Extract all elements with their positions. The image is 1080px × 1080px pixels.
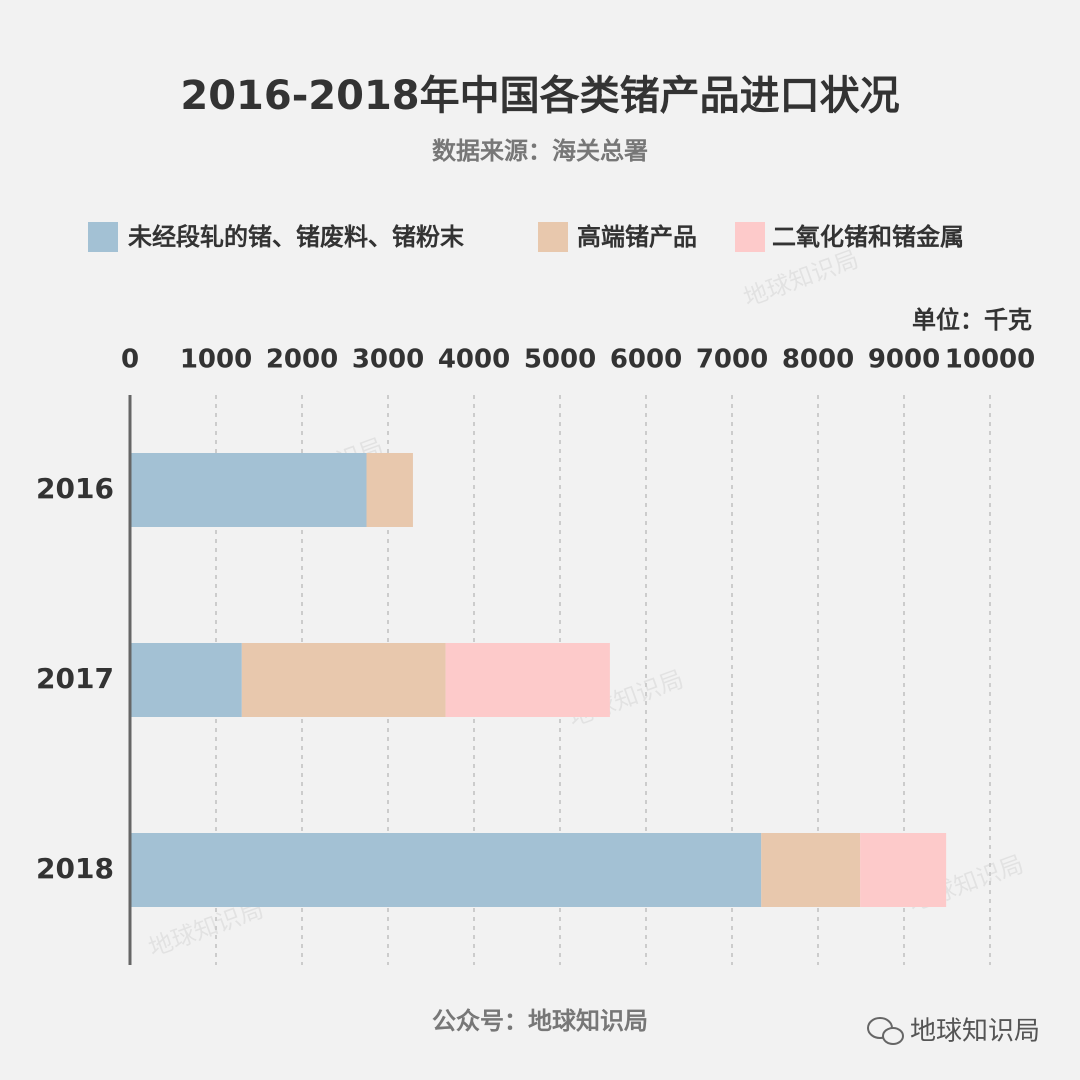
- footer: 公众号：地球知识局: [432, 1007, 648, 1035]
- x-tick-label: 10000: [945, 345, 1035, 375]
- x-tick-label: 9000: [868, 345, 940, 375]
- y-tick-label: 2016: [36, 472, 114, 505]
- bar-segment: [761, 833, 861, 907]
- legend-label: 高端锗产品: [577, 223, 697, 251]
- legend-label: 未经段轧的锗、锗废料、锗粉末: [128, 223, 465, 251]
- x-tick-label: 8000: [782, 345, 854, 375]
- legend-swatch: [538, 222, 568, 252]
- legend-swatch: [88, 222, 118, 252]
- bar-segment: [130, 833, 762, 907]
- x-tick-label: 3000: [352, 345, 424, 375]
- bar-segment: [860, 833, 947, 907]
- chart-subtitle: 数据来源：海关总署: [432, 137, 648, 165]
- brand: 地球知识局: [910, 1017, 1040, 1047]
- legend-swatch: [735, 222, 765, 252]
- y-tick-label: 2018: [36, 852, 114, 885]
- legend-label: 二氧化锗和锗金属: [772, 223, 964, 251]
- x-tick-label: 1000: [180, 345, 252, 375]
- y-tick-label: 2017: [36, 662, 114, 695]
- x-tick-label: 6000: [610, 345, 682, 375]
- x-tick-label: 0: [121, 345, 139, 375]
- x-tick-label: 4000: [438, 345, 510, 375]
- bar-segment: [445, 643, 610, 717]
- bar-segment: [130, 643, 242, 717]
- x-tick-label: 5000: [524, 345, 596, 375]
- x-tick-label: 7000: [696, 345, 768, 375]
- chart-title: 2016-2018年中国各类锗产品进口状况: [180, 73, 899, 119]
- x-tick-label: 2000: [266, 345, 338, 375]
- bar-segment: [241, 643, 446, 717]
- unit-label: 单位：千克: [912, 306, 1032, 334]
- bar-segment: [130, 453, 367, 527]
- bar-segment: [366, 453, 413, 527]
- brand-icon: [867, 1017, 904, 1045]
